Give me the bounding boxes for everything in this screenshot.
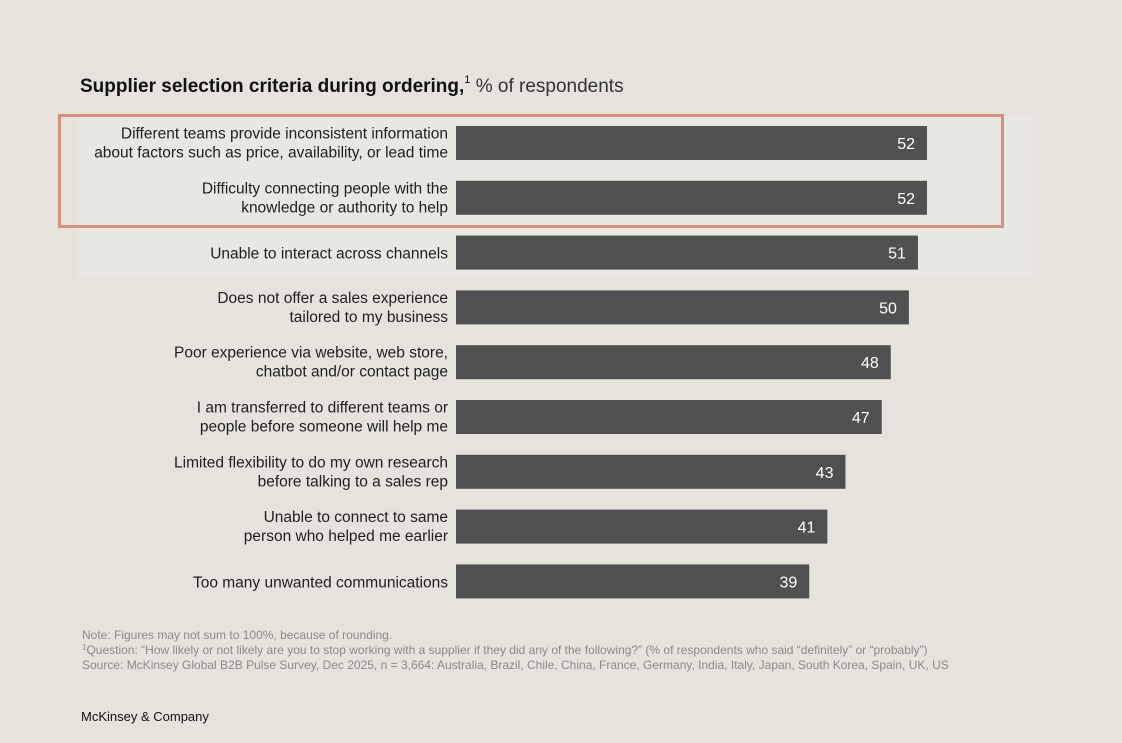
bar-value-label-5: 47 — [852, 410, 870, 427]
bar-3 — [456, 290, 909, 325]
category-label-line: person who helped me earlier — [244, 528, 448, 545]
category-label-line: tailored to my business — [289, 309, 448, 326]
bar-value-label-7: 41 — [798, 520, 816, 537]
category-label-line: about factors such as price, availabilit… — [94, 145, 448, 162]
bar-value-label-2: 51 — [888, 246, 906, 263]
category-label-line: Poor experience via website, web store, — [174, 345, 448, 362]
category-label-line: Limited flexibility to do my own researc… — [174, 454, 448, 471]
category-label-line: knowledge or authority to help — [241, 199, 448, 216]
category-label-line: Unable to connect to same — [264, 509, 448, 526]
chart-title-main: Supplier selection criteria during order… — [80, 76, 465, 97]
category-label-line: Unable to interact across channels — [210, 246, 448, 263]
title-footnote-mark: 1 — [464, 74, 471, 86]
bar-8 — [456, 564, 810, 599]
category-label-line: Difficulty connecting people with the — [202, 180, 448, 197]
category-label-line: chatbot and/or contact page — [256, 364, 448, 381]
bar-7 — [456, 509, 828, 544]
brand-logo-text: McKinsey & Company — [81, 709, 209, 724]
category-label-1: Difficulty connecting people with the kno… — [202, 180, 448, 216]
bar-4 — [456, 345, 891, 380]
category-label-line: I am transferred to different teams or — [197, 400, 448, 417]
note-source: Source: McKinsey Global B2B Pulse Survey… — [82, 658, 949, 672]
bar-2 — [456, 235, 918, 270]
bar-6 — [456, 454, 846, 489]
highlight-box — [58, 114, 1004, 228]
category-label-line: people before someone will help me — [200, 419, 448, 436]
chart-title-unit: % of respondents — [475, 76, 624, 97]
category-label-4: Poor experience via website, web store, c… — [174, 345, 448, 381]
bar-0 — [456, 126, 927, 160]
note-question: 1Question: “How likely or not likely are… — [82, 643, 928, 657]
note-question-text: Question: “How likely or not likely are … — [86, 643, 928, 657]
chart-title: Supplier selection criteria during order… — [80, 74, 624, 98]
category-label-line: Does not offer a sales experience — [217, 290, 448, 307]
bar-value-label-0: 52 — [897, 136, 915, 153]
bar-value-label-3: 50 — [879, 300, 897, 317]
category-label-7: Unable to connect to same person who help… — [244, 509, 448, 545]
category-label-3: Does not offer a sales experience tailore… — [217, 290, 448, 326]
category-label-0: Different teams provide inconsistent inf… — [94, 126, 448, 162]
bar-value-label-6: 43 — [816, 465, 834, 482]
bar-1 — [456, 180, 927, 215]
category-label-5: I am transferred to different teams or pe… — [197, 400, 448, 436]
category-label-line: Too many unwanted communications — [193, 574, 448, 591]
bar-5 — [456, 400, 882, 434]
category-label-line: Different teams provide inconsistent inf… — [121, 126, 448, 143]
category-label-line: before talking to a sales rep — [258, 473, 448, 490]
note-rounding: Note: Figures may not sum to 100%, becau… — [82, 628, 393, 642]
category-label-6: Limited flexibility to do my own researc… — [174, 454, 448, 490]
bar-value-label-4: 48 — [861, 355, 879, 372]
bar-value-label-8: 39 — [779, 574, 797, 591]
category-label-8: Too many unwanted communications — [193, 574, 448, 591]
note-footnote-mark: 1 — [82, 643, 87, 652]
bar-value-label-1: 52 — [897, 191, 915, 208]
category-label-2: Unable to interact across channels — [210, 246, 448, 263]
